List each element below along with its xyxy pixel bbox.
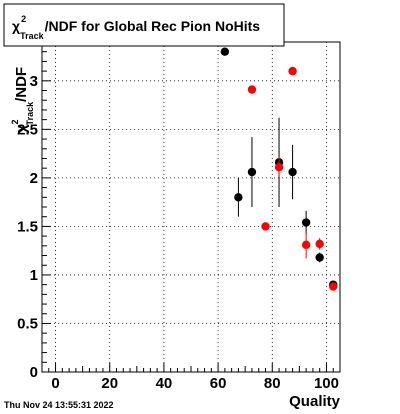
- data-point: [220, 47, 230, 56]
- y-axis-title-chi: χ: [13, 124, 30, 133]
- title-box-frame: [3, 3, 285, 47]
- data-point: [329, 282, 338, 291]
- y-axis-title-rest: /NDF: [13, 67, 30, 102]
- data-point: [301, 218, 311, 227]
- x-tick-label: 40: [156, 375, 173, 392]
- data-point: [247, 167, 257, 177]
- chart-title-sub: Track: [20, 31, 45, 41]
- chart-title-sup: 2: [21, 14, 26, 24]
- data-point: [315, 239, 324, 249]
- y-tick-label: 1: [30, 267, 38, 284]
- y-tick-label: 0.5: [17, 315, 38, 332]
- x-axis-title: Quality: [289, 393, 341, 410]
- x-tick-label: 100: [314, 375, 339, 392]
- y-tick-label: 2: [30, 170, 38, 187]
- y-tick-labels: 0 0.5 1 1.5 2 2.5 3: [17, 73, 38, 381]
- x-tick-label: 0: [51, 375, 59, 392]
- y-tick-label: 3: [30, 73, 38, 90]
- y-axis-title-sub: Track: [25, 101, 35, 126]
- chart-title-rest: /NDF for Global Rec Pion NoHits: [45, 18, 261, 34]
- data-point: [261, 222, 270, 231]
- data-markers: [220, 47, 338, 291]
- data-point: [288, 66, 297, 76]
- x-tick-label: 80: [264, 375, 281, 392]
- title-box: χ2 Track/NDF for Global Rec Pion NoHits: [3, 3, 285, 47]
- data-point: [234, 193, 243, 202]
- y-tick-label: 1.5: [17, 218, 38, 235]
- data-point: [288, 167, 297, 177]
- timestamp-label: Thu Nov 24 13:55:31 2022: [4, 400, 114, 410]
- chart-title-chi: χ: [12, 18, 20, 34]
- chart-title: χ2 Track/NDF for Global Rec Pion NoHits: [12, 14, 260, 41]
- axis-ticks: [41, 41, 341, 373]
- x-tick-label: 60: [210, 375, 227, 392]
- data-point: [274, 163, 284, 172]
- x-tick-labels: 0 20 40 60 80 100: [51, 375, 339, 392]
- y-tick-label: 0: [30, 364, 38, 381]
- y-axis-title-sup: 2: [10, 119, 20, 124]
- data-point: [315, 253, 324, 262]
- x-tick-label: 20: [101, 375, 118, 392]
- data-point: [301, 240, 311, 250]
- data-point: [247, 85, 257, 94]
- y-tick-label: 2.5: [17, 121, 38, 138]
- y-axis-title: χ2 Track/NDF: [10, 67, 35, 133]
